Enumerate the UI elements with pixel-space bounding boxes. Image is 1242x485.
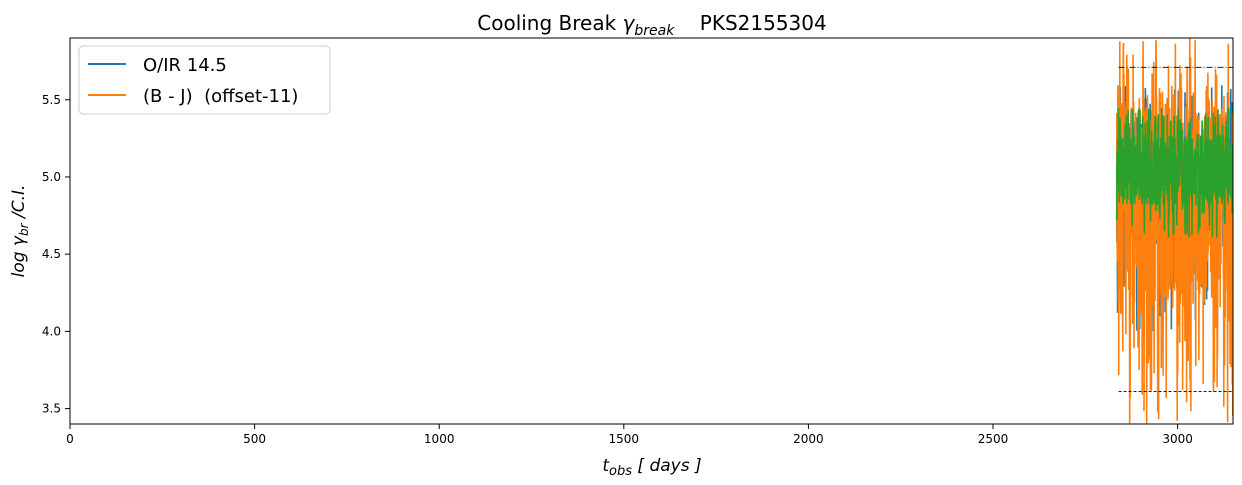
y-axis-label-suffix: /C.I. (9, 185, 29, 224)
y-axis-label-prefix: log (9, 246, 29, 277)
y-tick-label: 5.5 (42, 93, 61, 107)
x-axis-label-sub: obs (609, 464, 632, 479)
x-axis-label-units: [ days ] (632, 456, 702, 476)
x-tick-label: 0 (66, 432, 74, 446)
y-tick-label: 5.0 (42, 170, 61, 184)
chart-title-symbol: γ (623, 11, 636, 35)
series-line-2 (1115, 107, 1233, 238)
chart-title-main: Cooling Break (477, 11, 622, 35)
chart-title: Cooling Break γbreak PKS2155304 (477, 11, 826, 39)
y-axis-label: log γbr /C.I. (9, 185, 31, 278)
x-tick-label: 2000 (793, 432, 824, 446)
legend-label-oir: O/IR 14.5 (143, 55, 227, 76)
y-tick-label: 4.0 (42, 324, 61, 338)
legend-label-bj: (B - J) (offset-11) (143, 86, 298, 107)
x-tick-label: 3000 (1162, 432, 1193, 446)
x-axis-label: tobs [ days ] (602, 456, 701, 479)
y-tick-label: 3.5 (42, 402, 61, 416)
chart-title-source: PKS2155304 (700, 11, 827, 35)
x-tick-label: 500 (243, 432, 266, 446)
legend: O/IR 14.5 (B - J) (offset-11) (78, 45, 331, 115)
legend-frame (78, 45, 331, 115)
x-tick-label: 2500 (978, 432, 1009, 446)
x-axis-label-var: t (602, 456, 610, 476)
x-tick-label: 1000 (424, 432, 455, 446)
y-tick-label: 4.5 (42, 247, 61, 261)
y-axis-label-sub: br (17, 222, 31, 236)
series-line-1 (1115, 38, 1233, 424)
x-tick-label: 1500 (609, 432, 640, 446)
chart-title-subscript: break (634, 23, 675, 39)
y-axis-label-var: γ (9, 235, 29, 246)
plot-frame (69, 37, 1234, 425)
